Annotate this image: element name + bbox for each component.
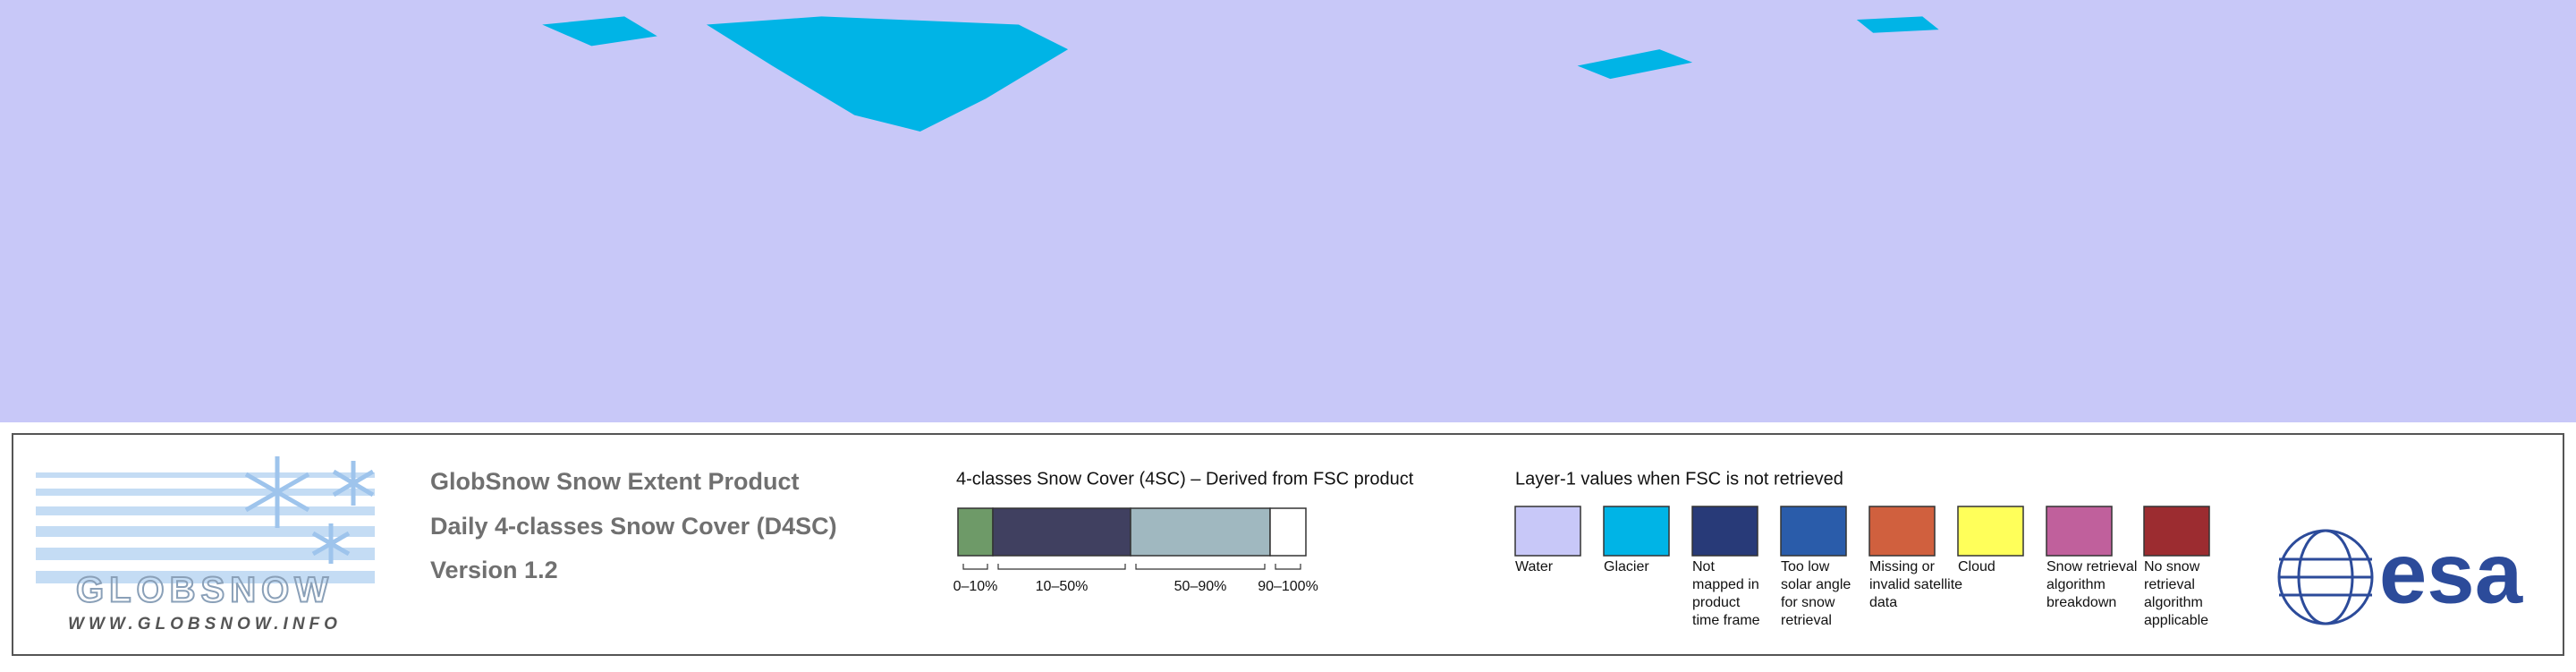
water [0,0,2576,422]
layer1-swatch [1603,506,1670,557]
bracket [1275,564,1301,570]
snow-class-label: 0–10% [953,579,998,594]
layer1-label: Cloud [1958,559,1996,574]
layer1-swatch [2046,506,2113,557]
title: GlobSnow Snow Extent Product [430,468,800,495]
layer1-label: Snow retrieval [2046,559,2137,574]
esa-logo: esa [2277,525,2523,625]
layer1-label: product [1692,595,1741,610]
layer1-swatch [1868,506,1936,557]
snow-class-swatch [1130,507,1271,557]
globsnow-logo: GLOBSNOW WWW.GLOBSNOW.INFO [36,456,375,634]
layer1-label: retrieval [1781,613,1832,628]
layer1-label: solar angle [1781,577,1851,592]
agency: esa [2379,525,2523,621]
layer1-label: retrieval [2144,577,2195,592]
layer1-label: invalid satellite [1869,577,1962,592]
layer1-label: Water [1515,559,1554,574]
snow-class-label: 90–100% [1258,579,1318,594]
layer1-swatch [2143,506,2210,557]
layer1-legend-title: Layer-1 values when FSC is not retrieved [1515,469,1843,489]
logo-name: GLOBSNOW [76,571,334,610]
bracket [962,564,988,570]
layer1-label: mapped in [1692,577,1759,592]
snow-legend-title: 4-classes Snow Cover (4SC) – Derived fro… [956,469,1414,489]
layer1-label: breakdown [2046,595,2116,610]
layer1-label: Not [1692,559,1715,574]
version: Version 1.2 [430,557,558,583]
snow-class-label: 50–90% [1174,579,1227,594]
layer1-label: data [1869,595,1897,610]
layer1-swatch [1780,506,1847,557]
snow-class-swatch [992,507,1131,557]
snow-class-swatch [957,507,994,557]
layer1-label: applicable [2144,613,2208,628]
layer1-swatch [1514,506,1581,557]
layer1-label: algorithm [2046,577,2106,592]
layer1-label: time frame [1692,613,1760,628]
snow-class-label: 10–50% [1036,579,1089,594]
logo-url: WWW.GLOBSNOW.INFO [68,615,342,634]
layer1-label: Missing or [1869,559,1936,574]
layer1-swatch [1957,506,2024,557]
layer1-label: algorithm [2144,595,2203,610]
map [0,0,2576,422]
layer1-swatch [1691,506,1758,557]
layer1-label: Too low [1781,559,1830,574]
snow-class-swatch [1269,507,1307,557]
bracket [997,564,1126,570]
subtitle: Daily 4-classes Snow Cover (D4SC) [430,513,837,540]
bracket [1135,564,1266,570]
layer1-label: for snow [1781,595,1835,610]
layer1-label: Glacier [1604,559,1649,574]
layer1-label: No snow [2144,559,2200,574]
